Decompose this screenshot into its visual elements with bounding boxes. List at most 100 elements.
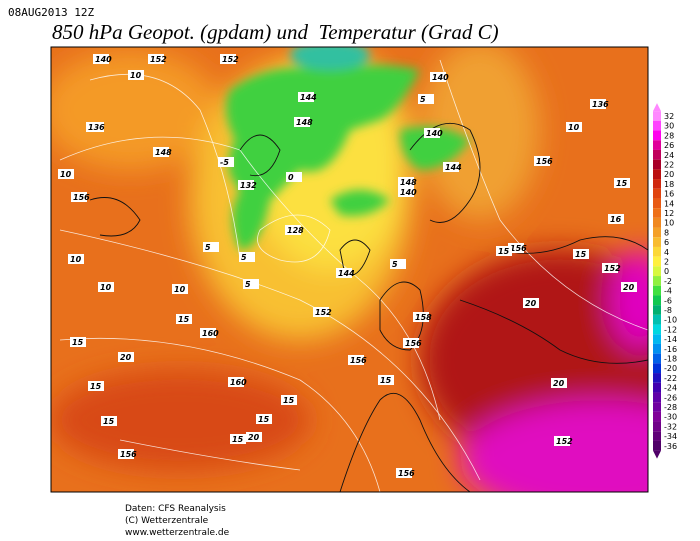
contour-label: 15 [378,375,394,385]
contour-label-box [93,54,109,64]
colorbar: 32302826242220181614121086420-2-4-6-8-10… [653,103,677,459]
contour-label-box [508,243,524,253]
colorbar-tick-label: -24 [664,384,677,393]
contour-label-text: 156 [120,450,137,459]
contour-label-box [176,314,192,324]
contour-label: 15 [88,381,104,391]
contour-label-text: 16 [610,215,622,224]
contour-label-text: 20 [623,283,635,292]
contour-label: 20 [621,282,637,292]
date: 08AUG2013 12Z [8,6,94,19]
contour-label-text: 20 [553,379,565,388]
contour-label: 10 [566,122,582,132]
contour-label-text: 140 [95,55,112,64]
contour-label-box [390,259,406,269]
contour-label-text: 5 [420,95,426,104]
colorbar-cell [653,440,661,451]
colorbar-tick-label: -4 [664,287,672,296]
contour-label-box [336,268,352,278]
colorbar-tick-label: 28 [664,131,674,140]
colorbar-cell [653,188,661,199]
colorbar-cell [653,120,661,131]
contour-label-box [118,449,134,459]
contour-label-text: 156 [73,193,90,202]
contour-label: 20 [118,352,134,362]
contour-label-box [172,284,188,294]
contour-label-box [430,72,446,82]
contour-label-box [70,337,86,347]
contour-label: 5 [203,242,219,252]
contour-label: 5 [390,259,406,269]
contour-label: 16 [608,214,624,224]
contour-label: 148 [294,117,313,127]
colorbar-tick-label: 8 [664,228,669,237]
contour-label-text: 152 [315,308,332,317]
contour-label: 156 [534,156,553,166]
contour-label-text: 15 [103,417,115,426]
contour-label-box [86,122,102,132]
contour-label: 15 [496,246,512,256]
contour-label-box [101,416,117,426]
contour-label: 10 [58,169,74,179]
colorbar-tick-label: -30 [664,413,677,422]
contour-label: 160 [228,377,247,387]
colorbar-cell [653,373,661,383]
colorbar-tick-label: 12 [664,209,674,218]
contour-label: 10 [128,70,144,80]
contour-label: 15 [101,416,117,426]
contour-label: 144 [298,92,317,102]
contour-label-text: 20 [120,353,132,362]
contour-label-text: 136 [592,100,609,109]
contour-label: 128 [285,225,304,235]
contour-label-text: 152 [150,55,167,64]
colorbar-cell [653,140,661,150]
copyright: (C) Wetterzentrale [125,516,209,526]
contour-label-box [424,128,440,138]
contour-label-box [614,178,630,188]
colorbar-cell [653,353,661,364]
colorbar-tick-label: -8 [664,306,672,315]
colorbar-tick-label: -14 [664,335,677,344]
contour-label: 156 [403,338,422,348]
title: 850 hPa Geopot. (gpdam) und Temperatur (… [52,20,499,44]
contour-label-text: 20 [248,433,260,442]
contour-label: 156 [118,449,137,459]
colorbar-cell [653,285,661,296]
contour-label-box [348,355,364,365]
contour-label-box [203,242,219,252]
contour-label-text: 152 [222,55,239,64]
contour-label-box [281,395,297,405]
contour-label-text: 0 [288,173,294,182]
contour-label: 156 [71,192,90,202]
colorbar-cell [653,111,661,121]
contour-label-box [313,307,329,317]
contour-label-text: 15 [90,382,102,391]
contour-label: 144 [443,162,462,172]
contour-label: 140 [93,54,112,64]
contour-label: 152 [554,436,573,446]
contour-label-box [403,338,419,348]
colorbar-tick-label: 32 [664,112,674,121]
colorbar-cell [653,227,661,238]
contour-label-box [285,225,301,235]
colorbar-tick-label: 6 [664,238,669,247]
contour-label-box [230,434,246,444]
contour-label-box [68,254,84,264]
colorbar-tick-label: -34 [664,432,677,441]
colorbar-cell [653,130,661,141]
contour-label-text: 144 [338,269,355,278]
colorbar-tick-label: 26 [664,141,674,150]
contour-label-box [443,162,459,172]
contour-label: 148 [153,147,172,157]
contour-label-text: 5 [392,260,398,269]
colorbar-cell [653,149,661,160]
contour-label-box [218,157,234,167]
contour-label-text: 15 [380,376,392,385]
colorbar-cell [653,276,661,286]
contour-label-box [148,54,164,64]
contour-label-box [239,252,255,262]
map: 140 152 10 5 136 148 10 152 156 5 10 5 128 132 -5 144 14… [51,47,648,492]
contour-label-text: 148 [296,118,313,127]
contour-label-box [298,92,314,102]
